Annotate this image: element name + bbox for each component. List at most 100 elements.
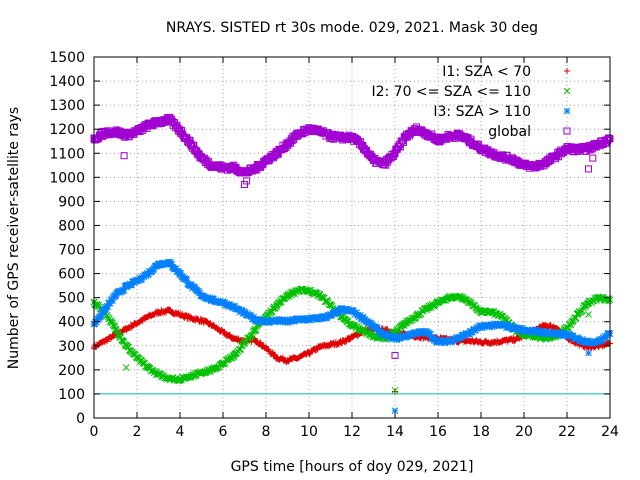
series-i2-point — [456, 293, 463, 300]
outlier-point — [120, 152, 128, 160]
series-i2-point — [408, 314, 416, 322]
series-global — [90, 113, 614, 177]
series-global-point — [563, 144, 571, 152]
series-i3-point — [520, 326, 528, 334]
series-global-point — [477, 144, 485, 152]
series-i3-point — [421, 328, 429, 335]
series-i2-point — [199, 369, 207, 376]
series-i3-point — [168, 261, 175, 268]
x-tick-label: 14 — [386, 424, 404, 440]
series-i3-point — [413, 329, 420, 336]
series-i2-point — [567, 321, 575, 329]
series-i3-point — [187, 282, 195, 289]
series-global-point — [488, 149, 496, 157]
series-i3-point — [262, 318, 270, 326]
series-i2-point — [402, 319, 410, 327]
series-i3-point — [385, 331, 393, 339]
grid — [94, 57, 610, 418]
series-i2-point — [434, 299, 442, 306]
series-global-point — [595, 140, 603, 148]
y-tick-label: 1100 — [49, 146, 85, 162]
outlier-point — [391, 386, 399, 394]
series-i3-point — [370, 323, 377, 330]
legend-label: global — [488, 124, 531, 140]
series-global-point — [122, 131, 130, 139]
series-i2-point — [176, 376, 184, 383]
series-i3-point — [542, 329, 549, 336]
series-i2-point — [574, 311, 582, 318]
series-i3-point — [219, 299, 227, 306]
series-global-point — [531, 163, 539, 171]
outliers-square — [120, 152, 597, 359]
series-i2-point — [273, 301, 281, 309]
series-i3 — [90, 258, 614, 347]
series-global-point — [552, 152, 560, 160]
series-global-point — [445, 132, 453, 140]
series-i1-point — [349, 334, 355, 341]
series-i3-point — [402, 332, 410, 340]
series-i3-point — [109, 297, 116, 305]
legend-label: I3: SZA > 110 — [433, 104, 531, 120]
series-i3-point — [499, 321, 506, 329]
series-i3-point — [327, 312, 334, 320]
series-i2-point — [359, 326, 367, 334]
series-global-point — [391, 149, 399, 157]
series-i3-point — [140, 273, 148, 281]
chart-title: NRAYS. SISTED rt 30s mode. 029, 2021. Ma… — [166, 20, 538, 36]
series-i1-point — [273, 354, 280, 361]
series-i3-point — [466, 329, 474, 336]
series-i3-point — [155, 260, 162, 268]
legend-marker-square — [563, 127, 571, 135]
series-i3-point — [552, 330, 560, 338]
outlier-point — [241, 181, 248, 189]
series-global-point — [273, 149, 281, 157]
series-i3-point — [426, 330, 434, 338]
x-tick-label: 18 — [472, 424, 490, 440]
series-global-point — [456, 131, 463, 139]
series-i3-point — [453, 335, 460, 343]
series-global-point — [208, 161, 216, 169]
series-i2-point — [477, 308, 485, 316]
series-i3-point — [368, 320, 376, 328]
x-axis-ticks: 0 2 4 6 8 10 12 14 16 18 20 22 24 — [90, 57, 619, 440]
series-i3-point — [456, 334, 463, 341]
series-global-point — [327, 132, 334, 140]
x-tick-label: 20 — [515, 424, 533, 440]
series-global-point — [380, 160, 388, 168]
series-i1-point — [166, 307, 173, 314]
series-global-point — [165, 116, 173, 124]
series-i2-point — [394, 327, 402, 334]
y-tick-label: 1200 — [49, 122, 85, 138]
series-i3-point — [128, 281, 135, 289]
series-i2-point — [466, 299, 474, 306]
series-global-point — [219, 164, 227, 172]
series-i2-point — [219, 360, 227, 368]
series-i3-point — [273, 317, 281, 324]
series-i3-point — [380, 331, 388, 339]
series-i3-point — [120, 286, 128, 294]
y-tick-label: 500 — [58, 291, 85, 307]
series-i3-point — [536, 329, 544, 337]
series-i1-point — [144, 313, 151, 320]
series-i3-point — [198, 291, 205, 299]
series-i1-point — [230, 335, 237, 342]
series-i1-point — [542, 322, 549, 329]
series-i3-point — [504, 321, 512, 329]
series-i3-point — [367, 322, 375, 330]
series-i1-point — [187, 315, 194, 322]
y-tick-label: 1500 — [49, 50, 85, 66]
series-i1-point — [478, 339, 484, 346]
series-global-point — [509, 155, 517, 163]
series-i3-point — [144, 270, 152, 277]
series-global-point — [305, 125, 313, 133]
series-i1-point — [123, 325, 130, 332]
y-tick-label: 700 — [58, 243, 85, 259]
series-i2-point — [413, 312, 420, 320]
series-i3-point — [122, 283, 130, 291]
series-global-point — [423, 130, 431, 138]
series-i3-point — [434, 338, 442, 346]
series-i1-point — [284, 357, 291, 364]
series-i2-point — [423, 305, 431, 312]
